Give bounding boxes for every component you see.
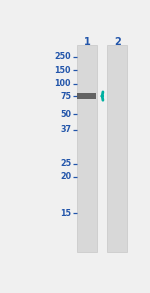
Text: 1: 1 — [84, 37, 90, 47]
Text: 37: 37 — [60, 125, 71, 134]
Text: 100: 100 — [55, 79, 71, 88]
Bar — [77, 93, 96, 99]
Text: 75: 75 — [60, 92, 71, 100]
Text: 20: 20 — [60, 172, 71, 181]
Text: 25: 25 — [60, 159, 71, 168]
Text: 250: 250 — [54, 52, 71, 61]
Bar — [107, 45, 128, 252]
Text: 150: 150 — [55, 66, 71, 75]
Text: 2: 2 — [114, 37, 121, 47]
Text: 50: 50 — [60, 110, 71, 119]
Bar — [77, 45, 97, 252]
Text: 15: 15 — [60, 209, 71, 218]
